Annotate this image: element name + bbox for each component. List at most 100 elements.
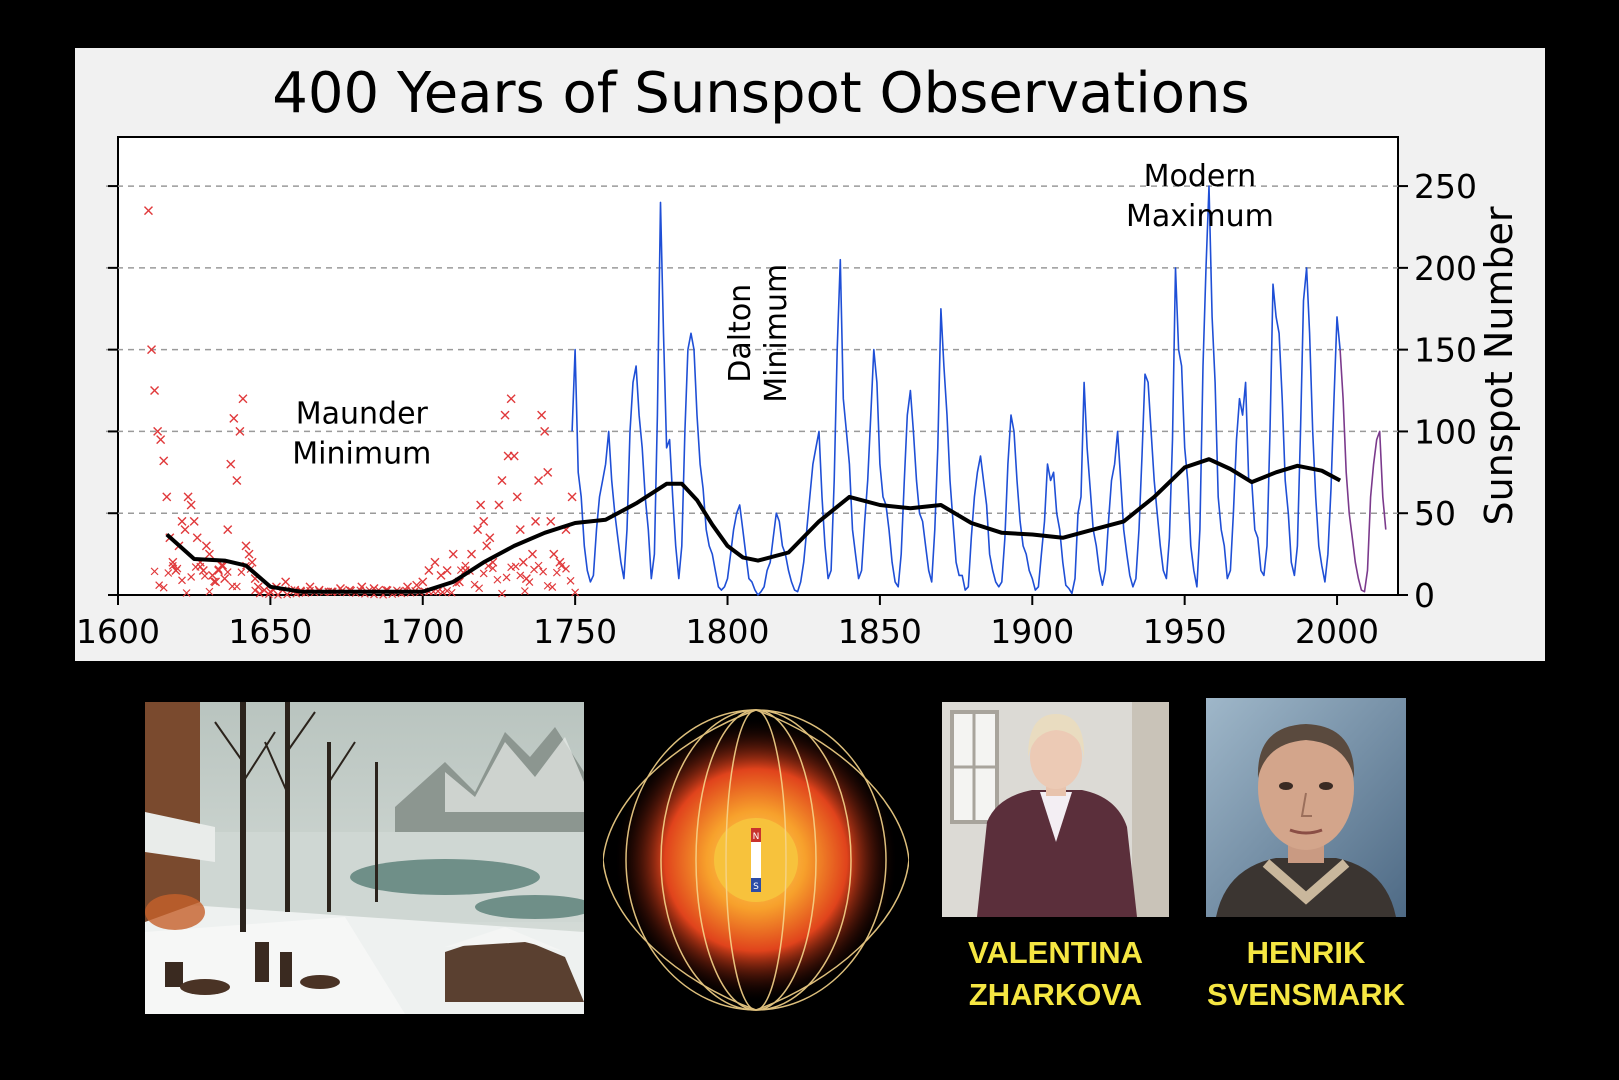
early-observation-point bbox=[484, 561, 493, 570]
early-observation-point bbox=[255, 589, 264, 598]
early-observation-point bbox=[211, 577, 221, 587]
early-observation-point bbox=[235, 426, 245, 436]
early-observation-point bbox=[448, 549, 458, 559]
early-observation-point bbox=[159, 456, 169, 466]
early-observation-point bbox=[232, 582, 241, 591]
early-observation-point bbox=[186, 500, 196, 510]
magnet-south-label: S bbox=[753, 882, 759, 892]
early-observation-point bbox=[461, 561, 470, 570]
magnet-north-label: N bbox=[753, 832, 760, 842]
early-observation-point bbox=[147, 345, 157, 355]
monthly-sunspot-line bbox=[571, 185, 1341, 596]
early-observation-point bbox=[566, 576, 575, 585]
early-observation-point bbox=[219, 561, 228, 570]
plot-area bbox=[117, 136, 1399, 596]
early-observation-point bbox=[531, 516, 541, 526]
recent-observations-line bbox=[1339, 349, 1387, 593]
early-observation-point bbox=[412, 580, 422, 590]
y-tick-label: 0 bbox=[1414, 576, 1435, 615]
early-observation-point bbox=[229, 413, 239, 423]
early-observation-point bbox=[159, 583, 168, 592]
early-observation-point bbox=[244, 549, 254, 559]
early-observation-point bbox=[155, 581, 164, 590]
early-observation-point bbox=[200, 571, 209, 580]
early-observation-point bbox=[162, 492, 172, 502]
early-observation-point bbox=[201, 541, 211, 551]
early-observation-point bbox=[475, 584, 484, 593]
x-tick-label: 1600 bbox=[76, 612, 160, 651]
early-observation-point bbox=[467, 549, 477, 559]
early-observation-point bbox=[223, 568, 232, 577]
svg-text:Maximum: Maximum bbox=[1126, 199, 1274, 234]
x-tick-label: 1750 bbox=[533, 612, 617, 651]
x-tick-label: 1900 bbox=[990, 612, 1074, 651]
svg-text:Dalton: Dalton bbox=[723, 284, 758, 383]
early-observation-point bbox=[509, 451, 519, 461]
early-observation-point bbox=[502, 573, 511, 582]
early-observation-point bbox=[537, 410, 547, 420]
early-observation-point bbox=[571, 588, 580, 597]
early-observation-point bbox=[494, 500, 504, 510]
svg-text:Modern: Modern bbox=[1144, 159, 1257, 194]
x-tick-label: 1700 bbox=[381, 612, 465, 651]
early-observation-point bbox=[562, 564, 570, 573]
y-axis-label: Sunspot Number bbox=[1477, 206, 1521, 525]
early-observation-point bbox=[442, 565, 452, 575]
maunder-minimum-label: Maunder Minimum bbox=[292, 396, 431, 471]
early-observation-point bbox=[525, 578, 534, 586]
x-tick-label: 2000 bbox=[1295, 612, 1379, 651]
zharkova-caption: VALENTINA ZHARKOVA bbox=[942, 932, 1169, 1016]
early-observation-point bbox=[479, 516, 489, 526]
early-observation-point bbox=[238, 394, 248, 404]
early-observation-point bbox=[443, 586, 452, 595]
early-observation-point bbox=[534, 476, 544, 485]
zharkova-photo bbox=[942, 702, 1169, 917]
early-observation-point bbox=[500, 410, 510, 420]
early-observation-point bbox=[493, 575, 502, 584]
early-observation-point bbox=[497, 476, 507, 485]
x-tick-label: 1800 bbox=[686, 612, 770, 651]
early-observation-point bbox=[183, 492, 193, 502]
early-observation-point bbox=[447, 588, 456, 597]
early-observation-point bbox=[204, 549, 214, 559]
early-observation-point bbox=[511, 562, 520, 571]
svensmark-first-name: HENRIK bbox=[1246, 935, 1366, 970]
early-observation-point bbox=[498, 589, 506, 598]
early-observation-point bbox=[164, 569, 173, 577]
modern-maximum-label: Modern Maximum bbox=[1126, 159, 1274, 234]
early-observation-point bbox=[516, 571, 525, 580]
y-tick-label: 250 bbox=[1414, 167, 1477, 206]
early-observation-point bbox=[220, 574, 230, 584]
early-observation-point bbox=[223, 525, 233, 535]
magnetic-field-diagram: N S bbox=[603, 698, 909, 1014]
chart-title: 400 Years of Sunspot Observations bbox=[272, 61, 1249, 126]
early-observation-point bbox=[150, 386, 160, 396]
early-observation-point bbox=[281, 577, 291, 587]
early-observation-point bbox=[476, 500, 486, 510]
svensmark-last-name: SVENSMARK bbox=[1206, 977, 1406, 1012]
early-observation-point bbox=[518, 557, 528, 567]
early-observation-point bbox=[178, 576, 186, 585]
early-observation-point bbox=[150, 567, 159, 576]
y-tick-label: 50 bbox=[1414, 494, 1456, 533]
early-observation-point bbox=[552, 568, 561, 577]
axis-ticks: 0 50 100 150 200 250 1600 1650 1700 1750 1800 1850 1… bbox=[76, 167, 1477, 651]
zharkova-last-name: ZHARKOVA bbox=[968, 977, 1143, 1012]
early-observation-point bbox=[153, 426, 163, 436]
early-observation-point bbox=[305, 582, 315, 592]
early-observation-point bbox=[548, 583, 557, 592]
x-tick-label: 1650 bbox=[228, 612, 312, 651]
early-observation-point bbox=[143, 206, 153, 216]
early-observation-point bbox=[214, 565, 223, 574]
y-tick-label: 150 bbox=[1414, 331, 1477, 370]
early-observation-point bbox=[512, 492, 522, 502]
early-observation-point bbox=[438, 588, 447, 597]
svg-text:Maunder: Maunder bbox=[296, 396, 429, 431]
chart-panel: 400 Years of Sunspot Observations 0 50 100… bbox=[75, 48, 1545, 661]
smoothed-average-line bbox=[165, 457, 1342, 594]
early-observation-point bbox=[156, 435, 166, 445]
early-observation-point bbox=[180, 525, 190, 535]
early-observation-point bbox=[539, 567, 548, 576]
early-observation-point bbox=[479, 569, 488, 578]
